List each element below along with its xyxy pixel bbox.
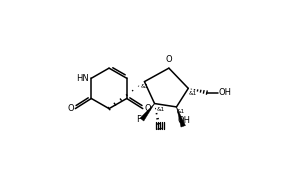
Text: &1: &1 (141, 84, 149, 89)
Text: &1: &1 (176, 109, 185, 114)
Text: &1: &1 (189, 91, 197, 96)
Text: HN: HN (76, 74, 89, 83)
Text: F: F (136, 115, 141, 124)
Text: &1: &1 (156, 107, 164, 112)
Text: O: O (67, 104, 74, 113)
Text: O: O (166, 55, 172, 64)
Text: OH: OH (178, 116, 190, 125)
Text: OH: OH (219, 88, 232, 97)
Polygon shape (176, 107, 185, 127)
Text: O: O (144, 104, 151, 113)
Polygon shape (140, 104, 155, 121)
